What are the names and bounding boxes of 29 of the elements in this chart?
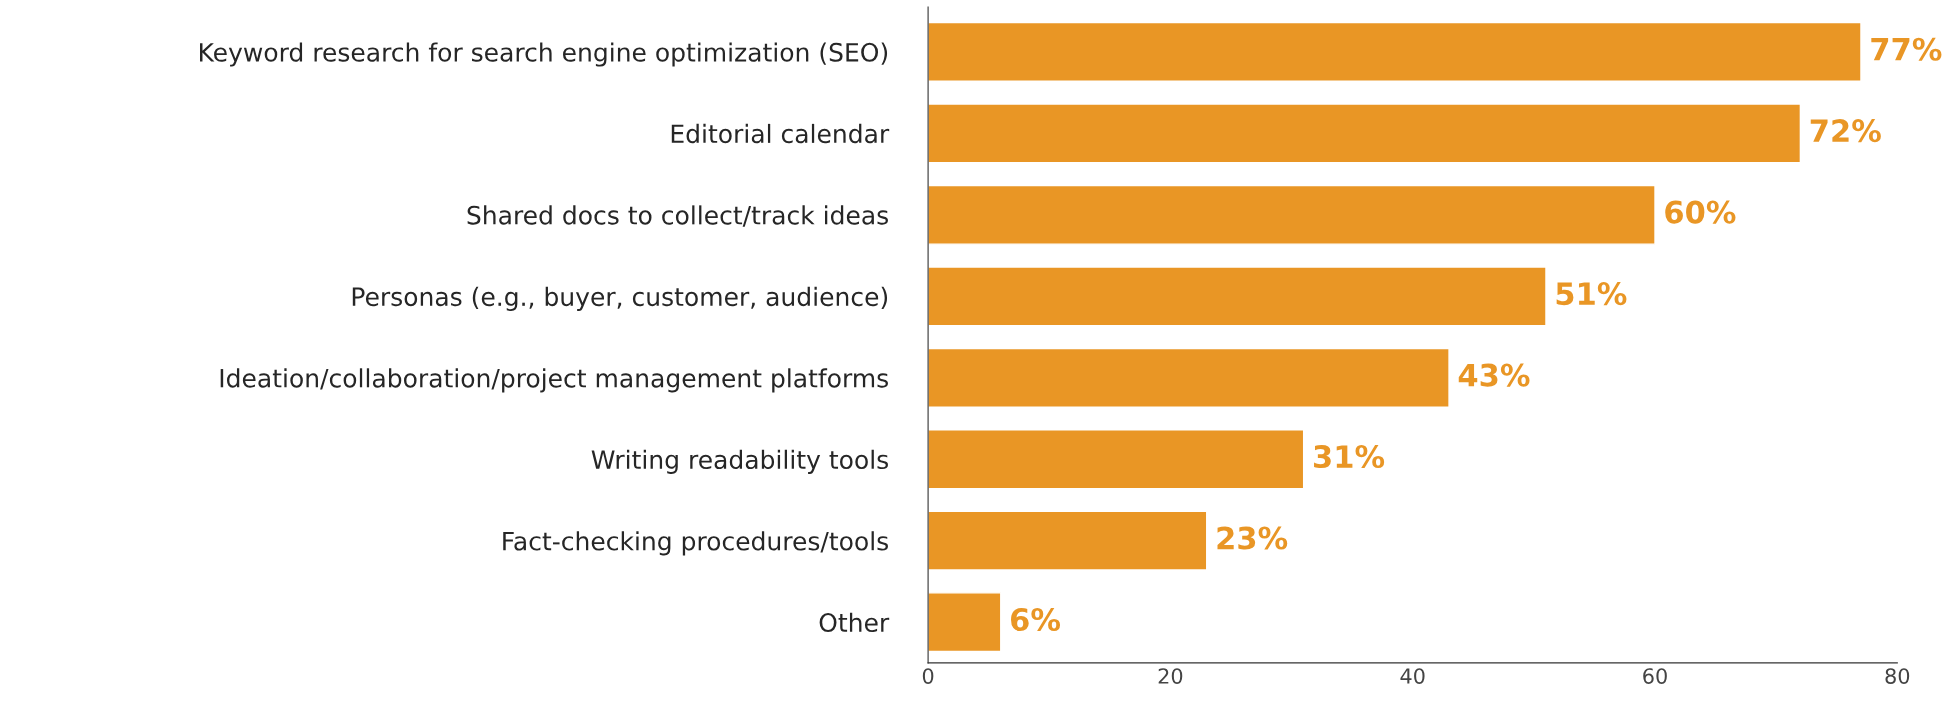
data-label: 6% — [1011, 607, 1061, 632]
x-tick-label: 60 — [1643, 668, 1667, 684]
bar — [928, 510, 1208, 571]
y-tick-label: Ideation/collaboration/project management platforms — [220, 368, 888, 393]
y-tick-label: Shared docs to collect/track ideas — [467, 205, 888, 227]
y-tick-label: Other — [819, 612, 890, 633]
bar — [928, 21, 1862, 82]
x-tick-label: 20 — [1158, 668, 1183, 684]
y-tick-label: Keyword research for search engine optimization (SEO) — [200, 42, 888, 67]
data-label: 77% — [1871, 37, 1942, 61]
x-tick-label: 0 — [922, 668, 934, 684]
bar — [928, 103, 1802, 164]
bar — [928, 347, 1450, 408]
data-label: 43% — [1458, 363, 1530, 387]
bar — [928, 429, 1305, 490]
y-tick-label: Writing readability tools — [591, 449, 888, 474]
data-label: 51% — [1556, 282, 1627, 306]
bar — [928, 266, 1547, 327]
y-tick-label: Fact-checking procedures/tools — [503, 531, 888, 556]
bar — [928, 592, 1002, 653]
data-label: 60% — [1665, 200, 1736, 224]
x-tick-label: 80 — [1885, 668, 1910, 684]
data-label: 72% — [1810, 119, 1881, 143]
y-tick-label: Editorial calendar — [671, 123, 890, 144]
data-label: 31% — [1314, 445, 1385, 469]
y-tick-label: Personas (e.g., buyer, customer, audience) — [352, 286, 888, 311]
x-tick-label: 40 — [1400, 668, 1425, 684]
bar — [928, 184, 1656, 245]
data-label: 23% — [1217, 526, 1288, 550]
